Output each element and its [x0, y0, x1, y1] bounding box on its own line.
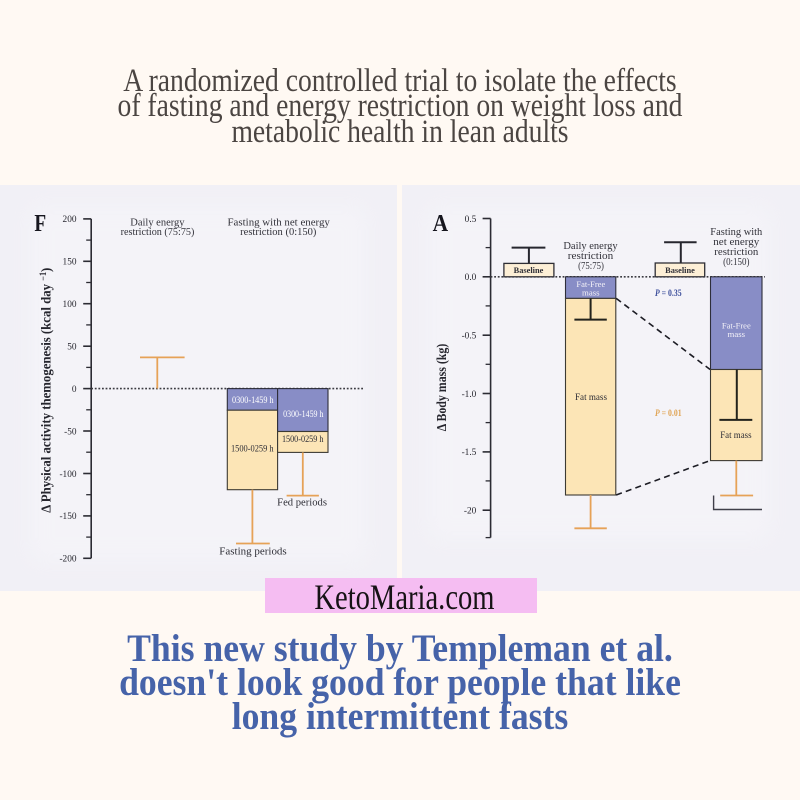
svg-text:0300-1459 h: 0300-1459 h: [232, 395, 274, 405]
svg-text:-0.5: -0.5: [462, 332, 477, 342]
svg-text:P = 0.01: P = 0.01: [655, 408, 682, 418]
svg-text:Fat mass: Fat mass: [575, 392, 607, 402]
svg-text:-200: -200: [59, 555, 76, 565]
svg-text:Fasting periods: Fasting periods: [219, 546, 287, 557]
svg-text:-1.5: -1.5: [462, 448, 477, 458]
svg-text:Fat-Free: Fat-Free: [576, 279, 605, 289]
svg-text:Baseline: Baseline: [514, 265, 544, 275]
svg-text:Baseline: Baseline: [665, 265, 695, 275]
svg-text:(75:75): (75:75): [578, 261, 604, 272]
svg-text:A: A: [433, 211, 449, 237]
svg-text:0.5: 0.5: [465, 215, 477, 225]
svg-text:Fed periods: Fed periods: [277, 498, 327, 509]
svg-text:100: 100: [63, 300, 77, 310]
svg-text:Fat-Free: Fat-Free: [722, 321, 751, 331]
svg-text:net energy: net energy: [713, 237, 759, 248]
svg-text:Daily energy: Daily energy: [130, 217, 184, 228]
svg-text:50: 50: [67, 343, 77, 353]
svg-text:-100: -100: [59, 470, 76, 480]
svg-text:1500-0259 h: 1500-0259 h: [231, 444, 274, 454]
svg-text:-50: -50: [64, 427, 77, 437]
svg-text:restriction: restriction: [714, 247, 758, 258]
svg-text:0.0: 0.0: [465, 273, 477, 283]
svg-text:Fasting with net energy: Fasting with net energy: [228, 217, 330, 228]
svg-text:0300-1459 h: 0300-1459 h: [283, 409, 324, 419]
svg-text:Fat mass: Fat mass: [720, 430, 752, 440]
svg-text:-1.0: -1.0: [462, 390, 477, 400]
svg-text:150: 150: [63, 258, 77, 268]
svg-text:0: 0: [72, 385, 77, 395]
svg-text:restriction: restriction: [568, 251, 614, 262]
svg-text:Δ Physical activity themogenes: Δ Physical activity themogenesis (kcal d…: [37, 268, 53, 513]
svg-text:200: 200: [63, 215, 77, 225]
svg-text:mass: mass: [728, 329, 746, 339]
svg-text:1500-0259 h: 1500-0259 h: [282, 434, 324, 444]
svg-text:restriction (75:75): restriction (75:75): [121, 227, 195, 238]
svg-text:mass: mass: [582, 287, 600, 297]
svg-text:(0:150): (0:150): [723, 257, 749, 268]
svg-text:P = 0.35: P = 0.35: [655, 288, 682, 298]
svg-text:restriction (0:150): restriction (0:150): [240, 227, 316, 238]
svg-text:Daily energy: Daily energy: [563, 241, 617, 252]
svg-text:Fasting with: Fasting with: [710, 227, 762, 238]
svg-text:-150: -150: [59, 512, 76, 522]
svg-text:F: F: [34, 211, 46, 237]
svg-text:Δ Body mass (kg): Δ Body mass (kg): [433, 344, 449, 432]
svg-text:-20: -20: [464, 507, 477, 517]
